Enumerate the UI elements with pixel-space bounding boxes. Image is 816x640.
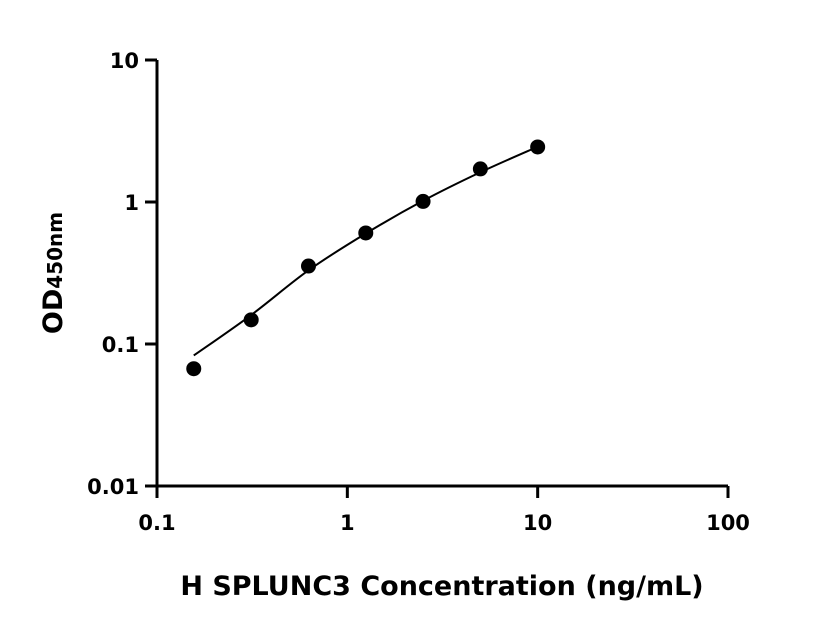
marks bbox=[186, 139, 546, 377]
data-point bbox=[472, 161, 488, 177]
y-tick-label: 0.1 bbox=[102, 333, 139, 357]
y-axis-label-main: OD bbox=[38, 289, 69, 334]
x-axis-label: H SPLUNC3 Concentration (ng/mL) bbox=[180, 571, 703, 602]
y-axis-label: OD450nm bbox=[38, 212, 69, 334]
y-tick-label: 10 bbox=[110, 49, 139, 73]
y-tick-label: 1 bbox=[124, 191, 139, 215]
data-point bbox=[415, 193, 431, 209]
data-point bbox=[300, 258, 316, 274]
axes: 0.1 1 10 100 0.01 0.1 1 10 bbox=[87, 49, 750, 535]
data-point bbox=[243, 312, 259, 328]
data-point bbox=[186, 361, 202, 377]
y-tick-label: 0.01 bbox=[87, 475, 139, 499]
y-axis-label-sub: 450nm bbox=[43, 212, 67, 289]
data-point bbox=[358, 225, 374, 241]
x-tick-label: 0.1 bbox=[138, 511, 175, 535]
x-tick-label: 10 bbox=[523, 511, 552, 535]
x-tick-label: 100 bbox=[706, 511, 750, 535]
data-point bbox=[530, 139, 546, 155]
x-tick-label: 1 bbox=[340, 511, 355, 535]
